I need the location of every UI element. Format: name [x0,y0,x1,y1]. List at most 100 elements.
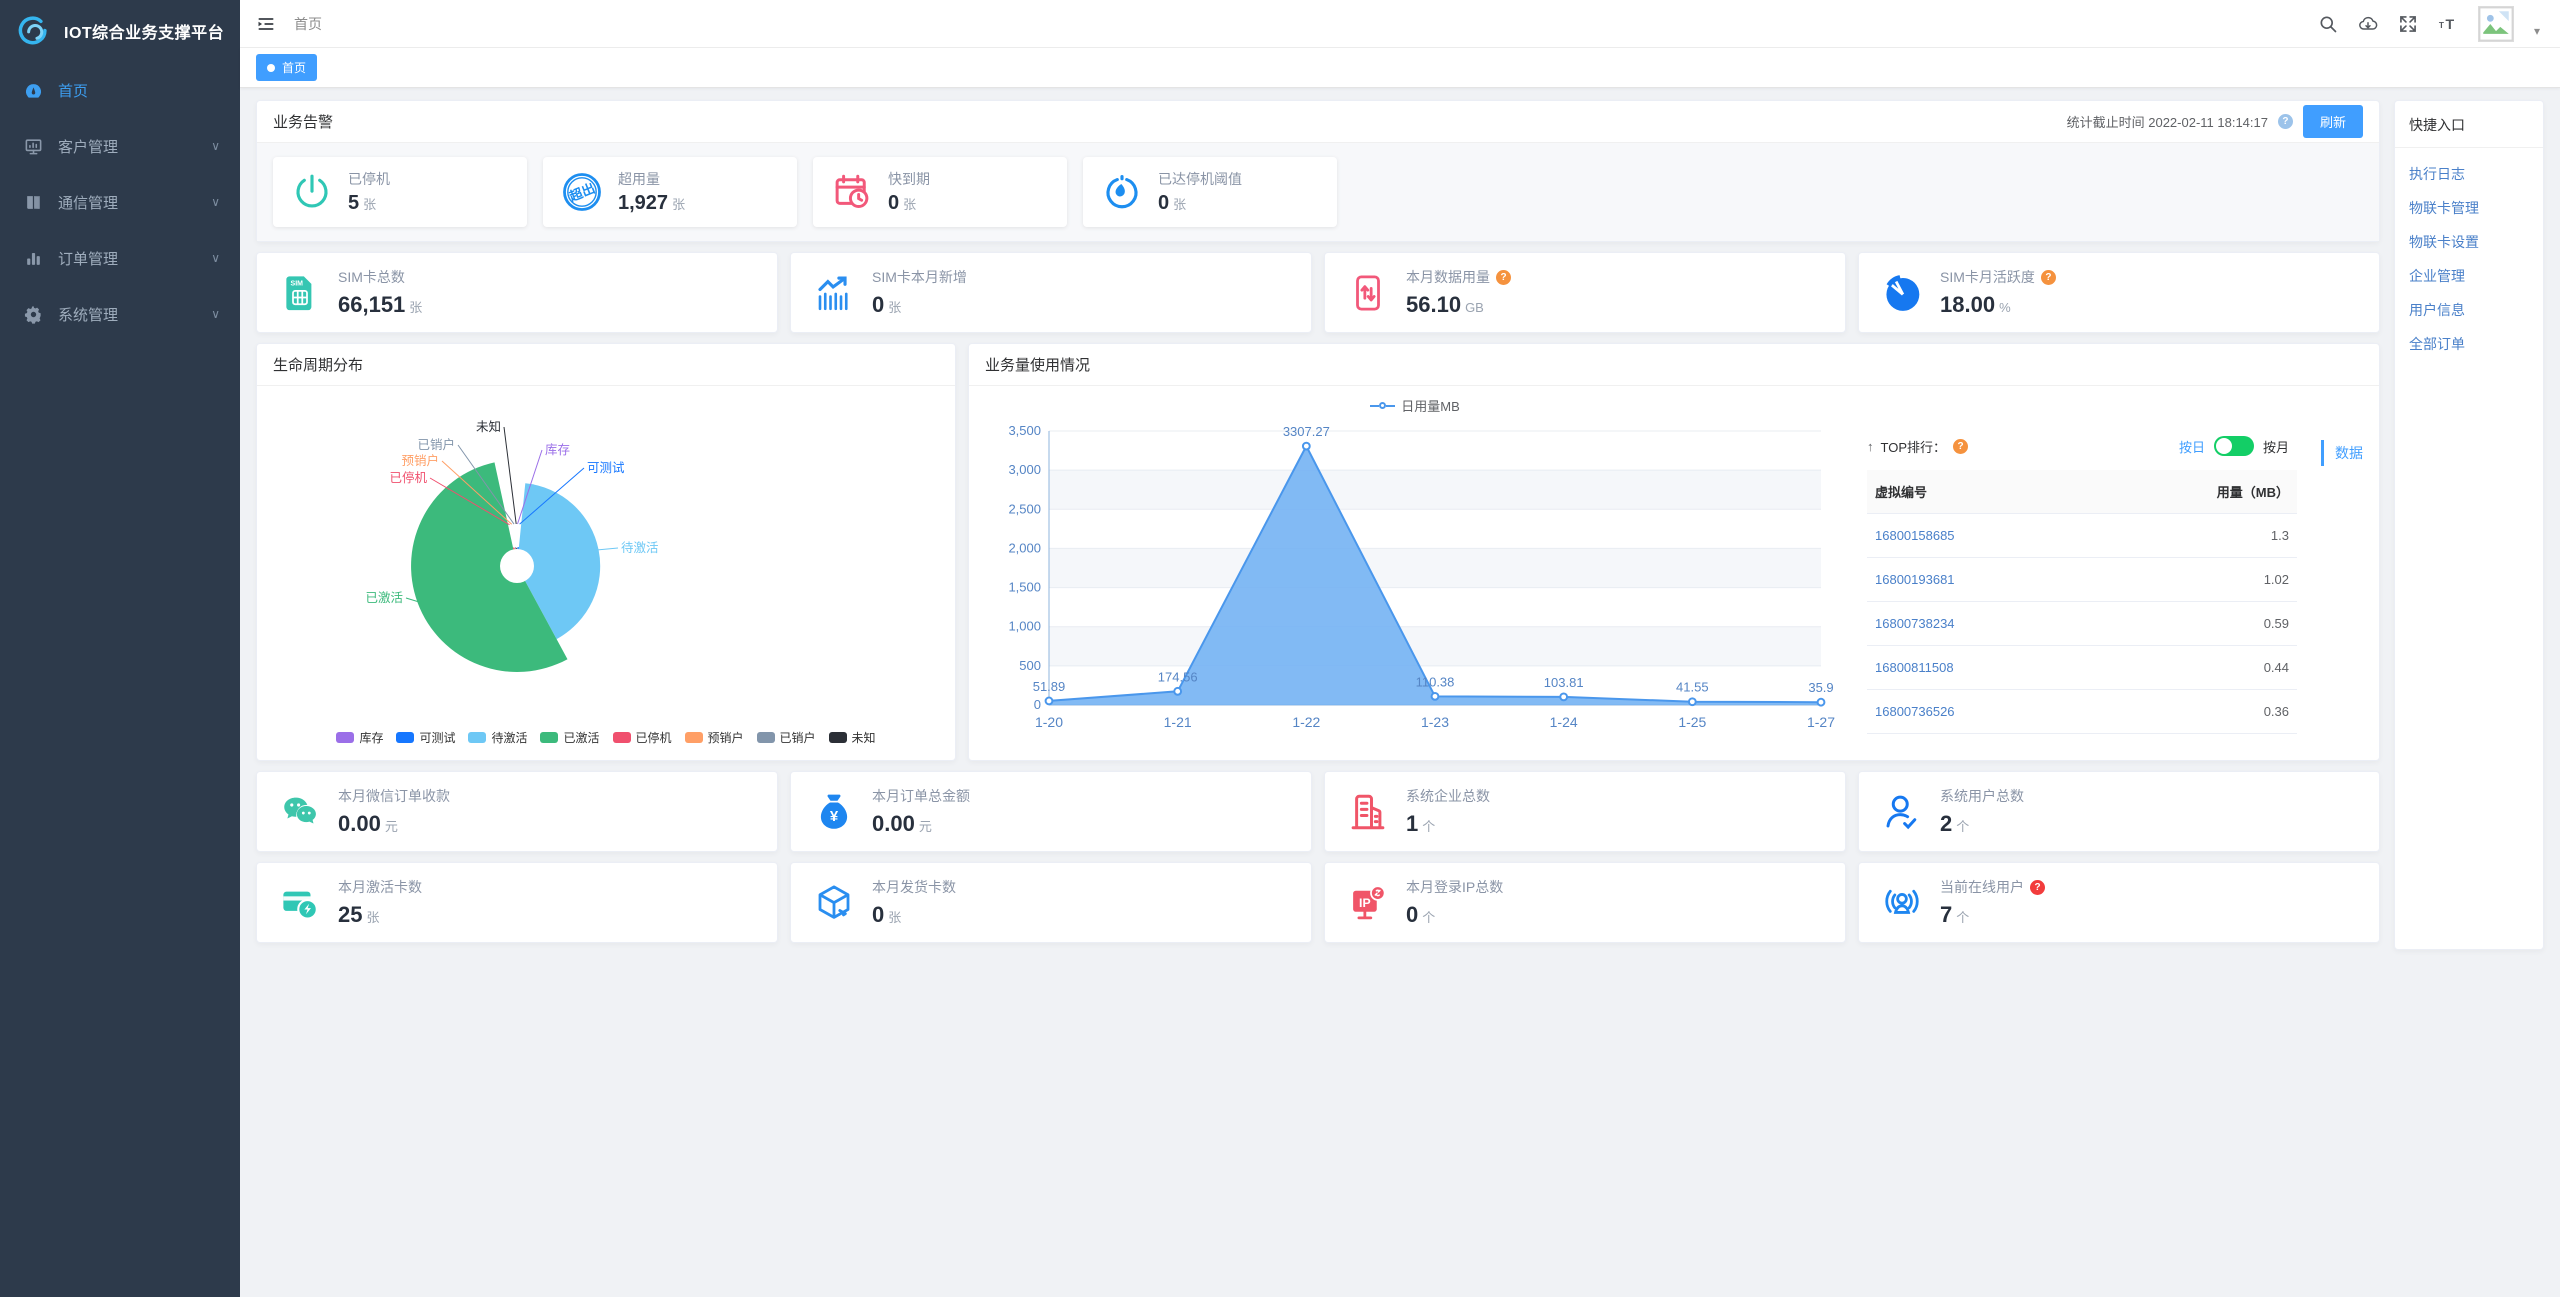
x-tick-label: 1-20 [1035,714,1063,730]
help-icon[interactable]: ? [1953,438,1968,454]
bottom-stats-row-2: 本月激活卡数 25 张本月发货卡数 0 张 IP 本月登录IP总数 0 个当前在线用户? 7 个 [256,862,2380,943]
legend-item-待激活[interactable]: 待激活 [468,729,527,746]
top-rank-panel: ↑ TOP排行： ? 按日 按月 虚拟编号 用量（MB） 16800 [1867,392,2363,750]
legend-item-预销户[interactable]: 预销户 [684,729,744,746]
help-icon[interactable]: ? [2030,879,2045,895]
stat-label: 本月订单总金额 [872,788,970,804]
avatar[interactable] [2477,5,2514,42]
stopwatch-icon [1101,171,1143,213]
chevron-down-icon: ∨ [211,307,220,321]
divider [2321,440,2324,466]
virtual-number-link[interactable]: 16800193681 [1867,557,2091,602]
svg-text:T: T [2445,17,2454,33]
charts-row: 生命周期分布 库存 可测试 待激活 已激活 已停机 预销户 已销户 未知 库存 可测试 待激活 已激… [256,343,2380,761]
quick-link-2[interactable]: 物联卡设置 [2409,234,2479,250]
daily-usage-area-chart: 0 500 1,000 1,500 2,000 2,500 3,000 3,500 51.89 1… [1008,423,1835,730]
stat-unit: 个 [1422,819,1436,834]
quick-link-1[interactable]: 物联卡管理 [2409,200,2479,216]
card-activate-icon [279,882,321,924]
breadcrumb[interactable]: 首页 [294,15,322,32]
daily-monthly-toggle[interactable] [2213,436,2254,456]
pie-label-库存: 库存 [545,442,570,457]
x-tick-label: 1-22 [1292,714,1320,730]
quick-link-0[interactable]: 执行日志 [2409,166,2465,182]
stat-label: 已达停机阈值 [1158,171,1242,187]
tab-home[interactable]: 首页 [256,54,318,81]
help-icon[interactable]: ? [2040,269,2056,285]
stat-label: 当前在线用户 [1940,879,2024,895]
virtual-number-link[interactable]: 16800811508 [1867,645,2091,690]
sidebar-item-order-mgmt[interactable]: 订单管理 ∨ [0,230,240,286]
fullscreen-icon[interactable] [2398,14,2418,34]
quick-entry-title: 快捷入口 [2395,101,2543,148]
stat-card-online-users: 当前在线用户? 7 个 [1858,862,2380,943]
stat-value: 0.00 [872,811,915,836]
ip-monitor-icon: IP [1347,882,1389,924]
sidebar-item-customer-mgmt[interactable]: 客户管理 ∨ [0,118,240,174]
legend-item-未知[interactable]: 未知 [828,729,876,746]
legend-label: 库存 [359,731,384,745]
x-tick-label: 1-21 [1164,714,1192,730]
search-icon[interactable] [2318,14,2338,34]
svg-text:SIM: SIM [291,280,304,287]
tab-data[interactable]: 数据 [2335,445,2363,461]
y-tick-label: 1,500 [1008,580,1041,595]
legend-item-已停机[interactable]: 已停机 [612,729,672,746]
pie-label-line [441,460,513,525]
toggle-daily-label: 按日 [2178,439,2205,455]
broadcast-user-icon [1881,882,1923,924]
y-tick-label: 2,000 [1008,540,1041,555]
stat-card-shipped-cards-month: 本月发货卡数 0 张 [790,862,1312,943]
virtual-number-link[interactable]: 16800738234 [1867,601,2091,646]
legend-item-已销户[interactable]: 已销户 [756,729,816,746]
stat-value: 0 [872,902,885,927]
pie-label-line [503,426,517,525]
legend-item-已激活[interactable]: 已激活 [540,729,600,746]
legend-swatch-icon [684,732,703,743]
legend-item-可测试[interactable]: 可测试 [396,729,455,746]
stat-card-sim-new-month: SIM卡本月新增 0 张 [790,252,1312,333]
sidebar-item-label: 客户管理 [58,138,119,156]
chevron-down-icon[interactable]: ▾ [2533,23,2540,38]
help-icon[interactable]: ? [1496,269,1511,285]
sidebar-item-communication-mgmt[interactable]: 通信管理 ∨ [0,174,240,230]
tab-label: 首页 [282,61,307,75]
pie-label-待激活: 待激活 [621,541,659,555]
help-icon[interactable]: ? [2277,114,2293,129]
business-alert-section: 业务告警 统计截止时间 2022-02-11 18:14:17 ? 刷新 已停机… [256,100,2380,242]
virtual-number-link[interactable]: 16800158685 [1867,513,2091,558]
power-icon [291,171,333,213]
stat-label: 已停机 [348,171,390,187]
y-tick-label: 2,500 [1008,501,1041,516]
stat-label: SIM卡本月新增 [872,269,967,285]
cloud-download-icon[interactable] [2358,14,2378,34]
stat-unit: 张 [888,910,902,925]
legend-item-库存[interactable]: 库存 [336,729,383,746]
refresh-button[interactable]: 刷新 [2302,105,2363,138]
point-label: 110.38 [1416,674,1455,689]
quick-link-5[interactable]: 全部订单 [2409,336,2465,352]
virtual-number-link[interactable]: 16800736526 [1867,689,2091,734]
stat-card-wechat-income-month: 本月微信订单收款 0.00 元 [256,771,778,852]
stat-unit: 个 [1956,910,1970,925]
pie-hole [500,549,534,583]
point-label: 103.81 [1544,675,1584,690]
active-dot-icon [267,63,275,72]
rank-table-row: 16800736526 0.36 [1867,689,2297,734]
collapse-menu-icon[interactable] [256,14,276,34]
legend-label: 待激活 [491,731,528,745]
pie-label-未知: 未知 [476,420,501,434]
point-label: 51.89 [1033,679,1066,694]
stat-label: 本月发货卡数 [872,879,956,895]
stat-label: SIM卡总数 [338,269,405,285]
arrow-up-icon: ↑ [1867,438,1874,454]
stat-label: 本月数据用量 [1406,269,1490,285]
quick-link-4[interactable]: 用户信息 [2409,302,2465,318]
sidebar-item-system-mgmt[interactable]: 系统管理 ∨ [0,286,240,342]
area-fill [1049,446,1821,705]
sidebar-item-home[interactable]: 首页 [0,62,240,118]
quick-link-3[interactable]: 企业管理 [2409,268,2465,284]
legend-item-daily-usage[interactable]: 日用量MB [985,396,1845,415]
